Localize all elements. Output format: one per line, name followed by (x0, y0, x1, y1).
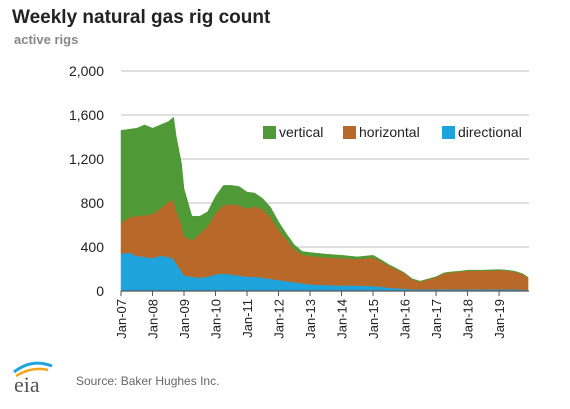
x-tick-label: Jan-13 (303, 299, 318, 339)
x-tick-label: Jan-07 (114, 299, 129, 339)
legend-label-vertical: vertical (279, 124, 324, 140)
legend-label-directional: directional (458, 124, 522, 140)
x-tick-label: Jan-11 (240, 299, 255, 338)
y-tick-label: 0 (96, 283, 104, 299)
x-tick-label: Jan-12 (272, 299, 287, 339)
x-tick-label: Jan-17 (429, 299, 444, 339)
x-tick-label: Jan-08 (146, 299, 161, 339)
source-note: Source: Baker Hughes Inc. (76, 374, 220, 388)
y-tick-label: 400 (81, 239, 105, 255)
axes: Jan-07 Jan-08 Jan-09 Jan-10 Jan-11 Jan-12 Jan-… (114, 290, 529, 339)
legend-vertical: vertical (263, 124, 323, 140)
stacked-areas (120, 116, 529, 292)
legend-directional: directional (442, 124, 522, 140)
y-tick-label: 800 (81, 195, 105, 211)
x-tick-label: Jan-15 (366, 299, 381, 339)
x-tick-label: Jan-09 (177, 299, 192, 339)
legend-label-horizontal: horizontal (359, 124, 420, 140)
legend-swatch-vertical (263, 125, 276, 139)
legend-horizontal: horizontal (343, 124, 420, 140)
legend-swatch-directional (442, 125, 455, 139)
x-tick-label: Jan-14 (335, 299, 350, 339)
legend-swatch-horizontal (343, 125, 356, 139)
chart-title: Weekly natural gas rig count (12, 7, 271, 28)
area-vertical (120, 116, 529, 282)
svg-text:eia: eia (14, 372, 40, 397)
y-axis-unit-label: active rigs (14, 32, 79, 47)
y-tick-label: 2,000 (69, 63, 104, 79)
y-tick-label: 1,600 (69, 107, 104, 123)
grid-lines: 0 400 800 1,200 1,600 2,000 (69, 63, 529, 299)
x-tick-label: Jan-16 (398, 299, 413, 339)
x-tick-label: Jan-18 (461, 299, 476, 339)
x-tick-label: Jan-19 (492, 299, 507, 339)
x-tick-label: Jan-10 (209, 299, 224, 339)
y-tick-label: 1,200 (69, 151, 104, 167)
eia-logo: eia (10, 358, 62, 403)
eia-logo-arc-icon (13, 361, 53, 374)
